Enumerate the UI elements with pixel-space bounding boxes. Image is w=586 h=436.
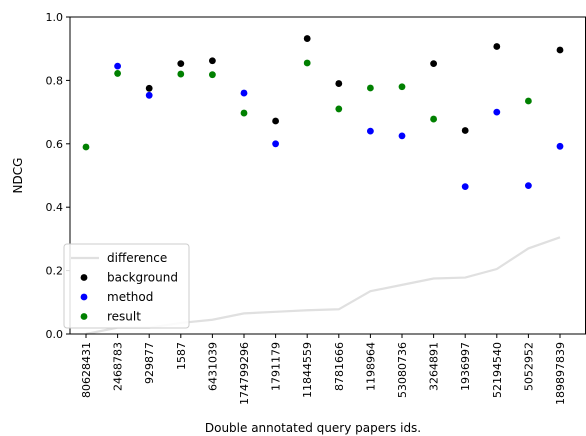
legend: difference background method result xyxy=(63,243,190,329)
method-point xyxy=(114,62,121,70)
result-point xyxy=(114,70,121,77)
x-tick-label: 189897839 xyxy=(554,342,567,405)
method-point xyxy=(556,142,564,150)
method-point xyxy=(145,91,153,99)
y-tick-label: 0.2 xyxy=(46,265,64,278)
legend-label: method xyxy=(107,290,153,304)
legend-point-marker xyxy=(80,274,88,281)
legend-label: difference xyxy=(107,251,167,265)
x-tick-label: 929877 xyxy=(143,342,156,384)
x-tick-label: 53080736 xyxy=(396,342,409,398)
y-axis-label: NDCG xyxy=(11,158,25,194)
result-point xyxy=(177,70,185,78)
legend-point-marker xyxy=(80,313,88,320)
y-tick-label: 1.0 xyxy=(46,11,64,24)
background-point xyxy=(272,117,279,125)
x-tick-label: 2468783 xyxy=(112,342,125,391)
background-point xyxy=(145,84,153,92)
background-point xyxy=(209,57,216,65)
x-tick-label: 1587 xyxy=(175,342,188,370)
x-tick-label: 6431039 xyxy=(206,342,219,391)
background-point xyxy=(493,43,501,50)
y-tick-label: 0.0 xyxy=(46,328,64,341)
legend-label: background xyxy=(107,271,178,285)
plot-points xyxy=(82,35,564,190)
method-point xyxy=(493,108,501,116)
result-point xyxy=(82,143,90,151)
result-point xyxy=(398,83,406,91)
y-tick-label: 0.8 xyxy=(46,74,64,87)
method-point xyxy=(272,140,279,148)
x-tick-label: 1791179 xyxy=(270,342,283,391)
method-point xyxy=(240,89,248,97)
y-ticks: 0.0 0.2 0.4 0.6 0.8 1.0 xyxy=(46,11,70,341)
result-point xyxy=(240,109,248,117)
background-point xyxy=(335,80,343,87)
y-tick-label: 0.6 xyxy=(46,138,64,151)
method-point xyxy=(461,183,469,190)
background-point xyxy=(430,60,437,67)
background-point xyxy=(556,46,564,54)
x-tick-label: 174799296 xyxy=(238,342,251,405)
x-tick-label: 52194540 xyxy=(491,342,504,398)
result-point xyxy=(303,59,311,67)
x-tick-label: 1198964 xyxy=(364,342,377,391)
x-tick-label: 80628431 xyxy=(80,342,93,398)
x-tick-label: 3264891 xyxy=(428,342,441,391)
legend-point-marker xyxy=(80,293,88,301)
legend-label: result xyxy=(107,310,141,324)
result-point xyxy=(209,71,216,79)
x-tick-label: 8781666 xyxy=(333,342,346,391)
y-tick-label: 0.4 xyxy=(46,201,64,214)
x-tick-label: 1936997 xyxy=(459,342,472,391)
background-point xyxy=(303,35,311,42)
result-point xyxy=(335,105,343,113)
legend-box xyxy=(63,243,190,329)
method-point xyxy=(525,182,532,190)
background-point xyxy=(461,127,469,134)
background-point xyxy=(177,60,185,67)
result-point xyxy=(367,84,374,92)
x-axis-label: Double annotated query papers ids. xyxy=(205,421,421,435)
method-point xyxy=(367,127,374,135)
x-tick-label: 5052952 xyxy=(522,342,535,391)
method-point xyxy=(398,132,406,140)
result-point xyxy=(525,97,532,105)
x-tick-label: 11844559 xyxy=(301,342,314,398)
x-ticks: 80628431 2468783 929877 1587 6431039 17479929… xyxy=(80,334,567,405)
result-point xyxy=(430,115,437,123)
